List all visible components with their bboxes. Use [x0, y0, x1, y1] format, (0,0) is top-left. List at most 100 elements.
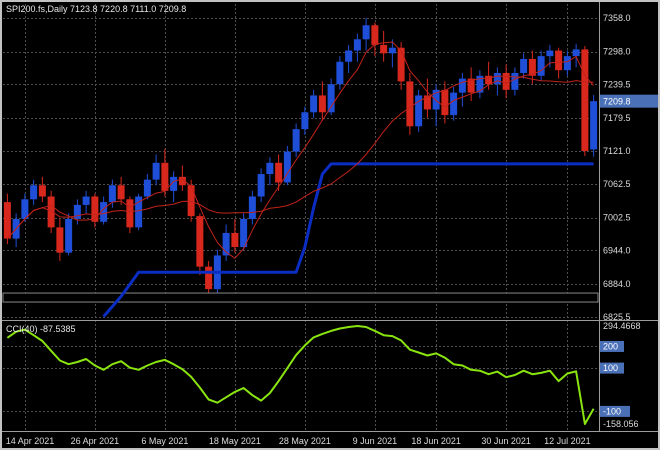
candle[interactable] — [12, 213, 20, 248]
candle[interactable] — [310, 89, 318, 118]
candle[interactable] — [152, 154, 160, 186]
candle[interactable] — [590, 94, 598, 157]
price-axis-label: 7002.5 — [603, 213, 631, 223]
candle[interactable] — [581, 46, 589, 157]
support-step-line[interactable] — [102, 162, 594, 318]
candle[interactable] — [441, 81, 449, 124]
price-axis-label: 7179.5 — [603, 113, 631, 123]
cci-axis[interactable]: 294.4668 -158.056 200 100 -100 — [600, 321, 641, 429]
ma-slow-line[interactable] — [7, 75, 594, 239]
candle[interactable] — [21, 193, 29, 222]
candle[interactable] — [353, 33, 361, 62]
candle[interactable] — [423, 78, 431, 118]
candle[interactable] — [406, 72, 414, 135]
candle-body — [485, 75, 493, 85]
candle-body — [590, 101, 598, 150]
candle[interactable] — [240, 213, 248, 250]
candle[interactable] — [415, 89, 423, 132]
candle[interactable] — [161, 148, 169, 197]
candle[interactable] — [257, 168, 265, 203]
candle[interactable] — [485, 61, 493, 90]
candle-body — [65, 218, 73, 253]
date-axis-label: 30 Jun 2021 — [481, 436, 531, 446]
candle[interactable] — [493, 67, 501, 96]
candle[interactable] — [336, 56, 344, 90]
candle[interactable] — [117, 176, 125, 205]
candle[interactable] — [100, 196, 108, 225]
candle[interactable] — [563, 50, 571, 76]
candle[interactable] — [572, 43, 580, 68]
cci-level-label: 200 — [603, 341, 618, 351]
candle[interactable] — [135, 193, 143, 231]
panel-separators — [0, 0, 660, 432]
candle[interactable] — [91, 193, 99, 228]
candle[interactable] — [275, 154, 283, 191]
candle[interactable] — [38, 176, 46, 203]
candle[interactable] — [380, 30, 388, 62]
candle[interactable] — [301, 106, 309, 135]
candle[interactable] — [266, 157, 274, 186]
date-axis-label: 26 Apr 2021 — [71, 436, 120, 446]
candle-body — [143, 179, 151, 197]
price-axis-label: 7298.0 — [603, 47, 631, 57]
candle[interactable] — [283, 145, 291, 186]
candle[interactable] — [537, 50, 545, 82]
candle[interactable] — [248, 190, 256, 225]
candle[interactable] — [511, 67, 519, 96]
candle[interactable] — [318, 81, 326, 121]
candle-body — [100, 202, 108, 222]
candle[interactable] — [397, 42, 405, 90]
date-axis-label: 28 May 2021 — [279, 436, 331, 446]
candle[interactable] — [458, 72, 466, 107]
candle[interactable] — [82, 190, 90, 214]
candle[interactable] — [502, 64, 510, 99]
candle[interactable] — [73, 199, 81, 225]
date-axis[interactable]: 14 Apr 2021 26 Apr 2021 6 May 2021 18 May 2… — [6, 436, 591, 446]
candle-body — [222, 232, 230, 256]
candle[interactable] — [143, 174, 151, 200]
date-axis-label: 12 Jul 2021 — [544, 436, 591, 446]
candle[interactable] — [450, 87, 458, 121]
cci-level-badge: 200 — [600, 340, 624, 352]
candle[interactable] — [528, 50, 536, 85]
candle[interactable] — [432, 84, 440, 127]
black-horizontal-band[interactable] — [2, 292, 599, 303]
candle[interactable] — [30, 179, 38, 205]
candle-body — [406, 81, 414, 127]
candle[interactable] — [196, 213, 204, 276]
candle[interactable] — [476, 70, 484, 99]
candle-body — [47, 196, 55, 228]
candle[interactable] — [292, 123, 300, 158]
candle[interactable] — [231, 218, 239, 253]
price-axis-label: 6825.5 — [603, 312, 631, 322]
candle[interactable] — [3, 193, 11, 245]
cci-line[interactable] — [6, 325, 595, 425]
candle[interactable] — [327, 78, 335, 116]
candle[interactable] — [108, 179, 116, 208]
candle-body — [196, 216, 204, 267]
candle-body — [3, 202, 11, 239]
candle-body — [205, 266, 213, 290]
candle-body — [572, 49, 580, 57]
candle[interactable] — [65, 213, 73, 256]
candle[interactable] — [371, 22, 379, 57]
candle[interactable] — [345, 44, 353, 73]
candle[interactable] — [467, 67, 475, 102]
candle[interactable] — [170, 171, 178, 203]
candle[interactable] — [47, 190, 55, 233]
candle[interactable] — [362, 17, 370, 51]
candle[interactable] — [520, 53, 528, 79]
candle[interactable] — [178, 165, 186, 191]
ma-fast-line[interactable] — [7, 41, 594, 259]
candle[interactable] — [555, 47, 563, 79]
candle-body — [502, 72, 510, 90]
candle[interactable] — [388, 39, 396, 68]
candle[interactable] — [546, 44, 554, 68]
candle[interactable] — [56, 218, 64, 262]
candles-series[interactable] — [3, 17, 598, 301]
candle[interactable] — [222, 224, 230, 262]
price-axis[interactable]: 7358.0 7298.0 7239.5 7179.5 7121.0 7062.5 7002… — [603, 13, 631, 322]
candle[interactable] — [126, 196, 134, 233]
cci-min-label: -158.056 — [603, 419, 639, 429]
